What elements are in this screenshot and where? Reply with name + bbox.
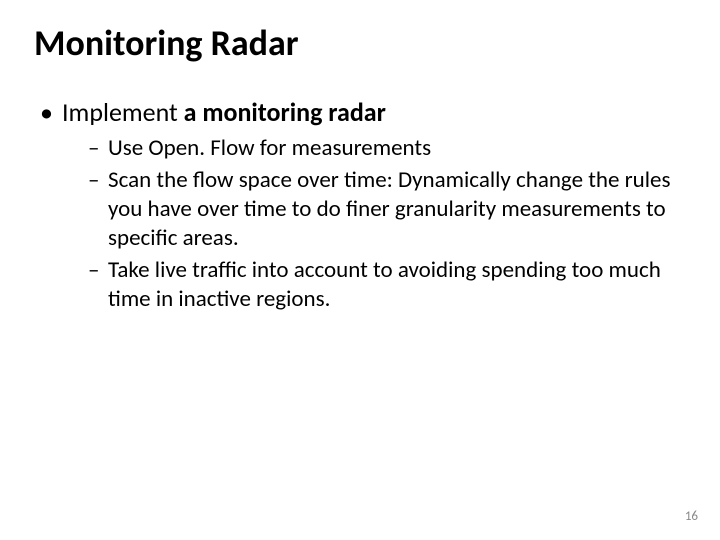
- sub-bullet-item: Scan the flow space over time: Dynamical…: [88, 166, 686, 254]
- bullet-list-level1: Implement a monitoring radar Use Open. F…: [34, 96, 686, 315]
- slide-title: Monitoring Radar: [34, 24, 686, 64]
- bullet-list-level2: Use Open. Flow for measurements Scan the…: [62, 134, 686, 315]
- bullet-text-prefix: Implement: [62, 96, 184, 128]
- slide: Monitoring Radar Implement a monitoring …: [0, 0, 720, 540]
- bullet-text-bold: a monitoring radar: [184, 96, 386, 128]
- sub-bullet-item: Take live traffic into account to avoidi…: [88, 256, 686, 315]
- bullet-item: Implement a monitoring radar Use Open. F…: [40, 96, 686, 315]
- page-number: 16: [685, 509, 698, 524]
- sub-bullet-item: Use Open. Flow for measurements: [88, 134, 686, 163]
